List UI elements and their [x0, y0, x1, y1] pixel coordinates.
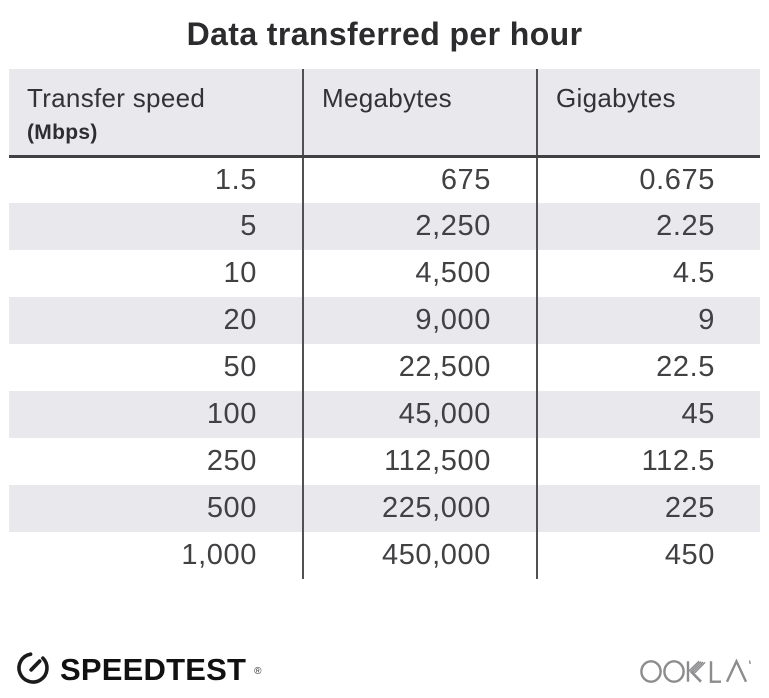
cell-megabytes: 112,500: [302, 438, 537, 485]
cell-speed: 1,000: [181, 539, 257, 571]
col-header-transfer-speed-label: Transfer speed: [27, 83, 206, 113]
table-row: 5 2,250 2.25: [9, 203, 760, 250]
table-row: 1.5 675 0.675: [9, 156, 760, 203]
cell-speed: 10: [223, 257, 257, 289]
table-row: 10 4,500 4.5: [9, 250, 760, 297]
cell-speed: 50: [223, 351, 257, 383]
cell-gigabytes: 112.5: [536, 438, 760, 485]
cell-megabytes: 4,500: [302, 250, 537, 297]
col-header-megabytes: Megabytes: [302, 69, 537, 158]
cell-gigabytes: 4.5: [536, 250, 760, 297]
cell-speed: 1.5: [214, 163, 257, 196]
cell-megabytes: 22,500: [302, 344, 537, 391]
table-row: 50 22,500 22.5: [9, 344, 760, 391]
speedtest-wordmark: SPEEDTEST: [60, 651, 247, 687]
cell-speed: 5: [240, 210, 257, 242]
cell-speed: 100: [206, 398, 257, 430]
table-row: 500 225,000 225: [9, 485, 760, 532]
cell-megabytes: 9,000: [302, 297, 537, 344]
ookla-wordmark-icon: [639, 652, 755, 686]
cell-gigabytes: 45: [536, 391, 760, 438]
cell-megabytes: 225,000: [302, 485, 537, 532]
cell-speed: 250: [206, 445, 257, 477]
col-header-gigabytes: Gigabytes: [536, 69, 760, 158]
table-header-row: Transfer speed (Mbps) Megabytes Gigabyte…: [9, 69, 760, 158]
col-header-transfer-speed: Transfer speed (Mbps): [9, 69, 303, 158]
cell-megabytes: 450,000: [302, 532, 537, 579]
table-row: 100 45,000 45: [9, 391, 760, 438]
col-header-mbps-unit: (Mbps): [27, 121, 98, 144]
cell-gigabytes: 225: [536, 485, 760, 532]
cell-megabytes: 45,000: [302, 391, 537, 438]
table-row: 1,000 450,000 450: [9, 532, 760, 579]
cell-megabytes: 675: [302, 156, 537, 203]
table-row: 20 9,000 9: [9, 297, 760, 344]
cell-gigabytes: 9: [536, 297, 760, 344]
cell-gigabytes: 450: [536, 532, 760, 579]
footer: SPEEDTEST ®: [14, 646, 755, 692]
cell-megabytes: 2,250: [302, 203, 537, 250]
cell-gigabytes: 22.5: [536, 344, 760, 391]
cell-speed: 500: [206, 492, 257, 524]
registered-trademark-symbol: ®: [254, 665, 262, 677]
cell-gigabytes: 2.25: [536, 203, 760, 250]
cell-gigabytes: 0.675: [536, 156, 760, 203]
speedtest-logo: SPEEDTEST ®: [14, 648, 262, 691]
speedtest-gauge-icon: [14, 648, 52, 691]
ookla-logo: [639, 652, 755, 686]
table-row: 250 112,500 112.5: [9, 438, 760, 485]
data-table: Transfer speed (Mbps) Megabytes Gigabyte…: [9, 69, 760, 579]
page-title: Data transferred per hour: [186, 16, 583, 52]
cell-speed: 20: [223, 304, 257, 336]
